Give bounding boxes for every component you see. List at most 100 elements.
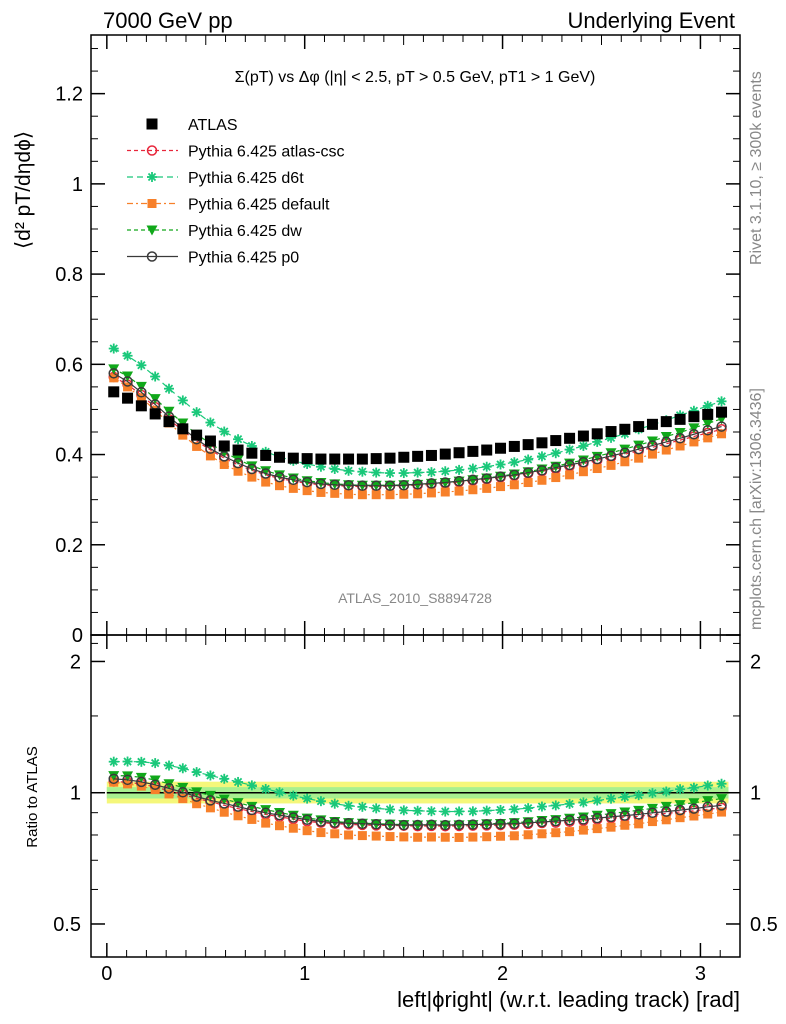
- y-tick-label: 1.2: [55, 84, 83, 106]
- data-point: [191, 407, 202, 418]
- star-stroke: [289, 791, 298, 800]
- ratio-point: [605, 809, 617, 820]
- data-point: [108, 368, 119, 379]
- header-left: 7000 GeV pp: [103, 8, 233, 33]
- data-point: [688, 428, 700, 440]
- star-stroke: [206, 771, 215, 780]
- y-tick-label: 0.4: [55, 445, 83, 467]
- data-point: [481, 444, 493, 456]
- data-point: [329, 479, 341, 491]
- ratio-point: [205, 795, 216, 806]
- ratio-point: [633, 805, 645, 816]
- data-point: [426, 478, 437, 489]
- data-point: [508, 440, 520, 452]
- star-stroke: [344, 466, 353, 475]
- star-stroke: [123, 757, 132, 766]
- data-point: [177, 395, 188, 406]
- data-point: [370, 453, 382, 465]
- data-point: [412, 450, 424, 462]
- legend-item: Pythia 6.425 default: [127, 197, 330, 214]
- ratio-point: [246, 801, 258, 812]
- ratio-point: [302, 826, 312, 836]
- star-stroke: [510, 458, 519, 467]
- data-point: [357, 466, 368, 477]
- ratio-point: [619, 807, 631, 818]
- data-point: [343, 453, 355, 465]
- ratio-point: [591, 810, 603, 821]
- ratio-point: [619, 791, 630, 802]
- star-stroke: [192, 767, 201, 777]
- legend-label: ATLAS: [188, 117, 238, 134]
- star-stroke: [537, 802, 547, 811]
- data-point: [674, 413, 686, 425]
- ratio-series-layer: [108, 756, 728, 842]
- star-stroke: [399, 468, 408, 478]
- ratio-point: [164, 789, 174, 799]
- series-atlas: [108, 386, 728, 465]
- ratio-point: [688, 798, 700, 809]
- ratio-point: [122, 756, 133, 767]
- data-point: [661, 445, 671, 455]
- star-stroke: [150, 758, 160, 768]
- data-point: [177, 423, 189, 435]
- ratio-point: [177, 763, 188, 774]
- data-point: [619, 423, 631, 435]
- ratio-point: [191, 791, 202, 802]
- data-point: [205, 451, 215, 461]
- data-point: [439, 448, 451, 460]
- ratio-point: [537, 829, 547, 839]
- data-point: [287, 452, 299, 464]
- data-point: [674, 433, 686, 444]
- star-stroke: [454, 807, 464, 816]
- mcplots-label: mcplots.cern.ch [arXiv:1306.3436]: [748, 388, 765, 630]
- legend-marker: [147, 172, 157, 182]
- data-point: [399, 489, 409, 499]
- star-stroke: [413, 806, 422, 815]
- ratio-point: [329, 798, 340, 809]
- data-point: [260, 468, 271, 479]
- data-point: [675, 441, 685, 451]
- star-stroke: [523, 803, 533, 813]
- data-point: [247, 472, 257, 482]
- star-stroke: [233, 435, 243, 444]
- ratio-point: [509, 804, 520, 815]
- y-tick-label: 0.8: [55, 264, 83, 286]
- data-point: [592, 464, 602, 474]
- ratio-plot: 0.5 0.5 1 1 2 2: [53, 634, 778, 958]
- legend: ATLAS Pythia 6.425 atlas-csc Pythia 6.425 …: [127, 117, 345, 267]
- ratio-point: [288, 823, 298, 833]
- star-stroke: [178, 396, 187, 405]
- data-point: [233, 434, 244, 445]
- data-point: [274, 471, 285, 483]
- ratio-point: [108, 771, 120, 782]
- ratio-point: [413, 832, 423, 842]
- star-stroke: [593, 796, 602, 805]
- star-stroke: [689, 783, 699, 792]
- data-point: [136, 393, 146, 403]
- ratio-point: [496, 831, 506, 841]
- ratio-point: [523, 830, 533, 840]
- data-point: [661, 436, 672, 448]
- data-point: [204, 435, 216, 447]
- ratio-point: [219, 773, 230, 784]
- ratio-point: [329, 817, 341, 828]
- data-point: [329, 463, 340, 474]
- header-right: Underlying Event: [567, 8, 735, 33]
- ratio-point: [482, 832, 492, 842]
- ratio-point: [689, 811, 699, 821]
- ratio-point: [440, 819, 451, 831]
- data-point: [467, 474, 479, 486]
- ratio-point: [233, 776, 244, 787]
- data-point: [316, 487, 326, 497]
- ratio-point: [495, 818, 506, 830]
- star-stroke: [427, 807, 436, 816]
- star-stroke: [510, 805, 519, 814]
- ratio-point: [275, 821, 285, 831]
- ratio-point: [426, 819, 437, 831]
- data-point: [108, 386, 120, 398]
- legend-item: Pythia 6.425 dw: [127, 223, 302, 240]
- x-tick-label: 0: [101, 963, 112, 985]
- ratio-point: [467, 806, 478, 817]
- ratio-tick-label-right: 0.5: [750, 914, 778, 936]
- data-point: [343, 465, 354, 476]
